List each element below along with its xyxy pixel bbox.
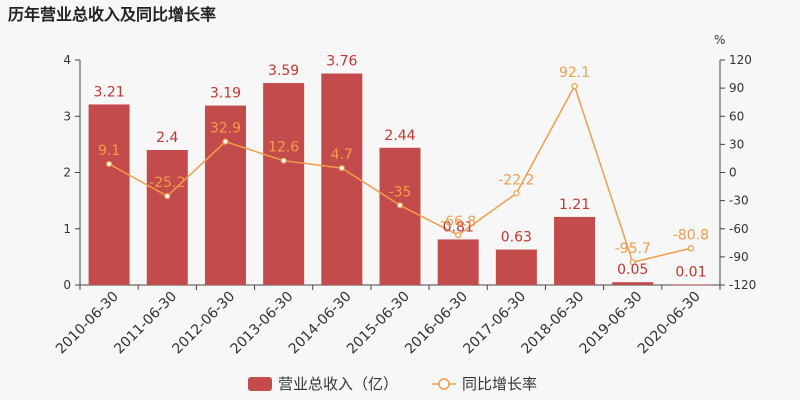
line-value-label: 92.1 [559, 65, 590, 81]
right-axis-tick-label: 60 [729, 109, 744, 123]
bar [495, 249, 537, 285]
line-value-label: 4.7 [331, 147, 353, 163]
bar-value-label: 0.63 [501, 230, 532, 246]
right-axis-unit: % [714, 33, 725, 47]
right-axis-tick-label: 90 [729, 81, 744, 95]
bar-series [88, 73, 712, 286]
x-axis-tick-label: 2020-06-30 [635, 289, 704, 358]
bar-value-label: 2.44 [384, 128, 415, 144]
line-value-label: -95.7 [615, 241, 651, 257]
legend-bar-swatch [248, 377, 272, 391]
left-axis-tick-label: 4 [63, 53, 71, 67]
data-labels: 3.21 2.4 3.19 3.59 3.76 2.44 0.81 0.63 1.21 0.05 0… [94, 54, 710, 281]
bar [379, 147, 421, 285]
line-point [455, 232, 462, 239]
bar-value-label: 0.81 [443, 219, 474, 235]
line-value-label: -35 [389, 184, 412, 200]
bar-value-label: 3.19 [210, 86, 241, 102]
legend-line-label: 同比增长率 [462, 375, 537, 393]
left-axis-tick-label: 0 [63, 278, 71, 292]
line-point [280, 157, 287, 164]
bar-value-label: 1.21 [559, 197, 590, 213]
line-point [513, 190, 520, 197]
right-axis-tick-label: -60 [729, 222, 749, 236]
line-series [105, 83, 695, 266]
bar [204, 105, 246, 285]
legend[interactable]: 营业总收入（亿） 同比增长率 [248, 375, 537, 393]
bar [321, 73, 363, 285]
bar-value-label: 3.21 [94, 84, 125, 100]
right-axis-tick-label: -90 [729, 250, 749, 264]
right-axis-tick-label: 0 [729, 166, 737, 180]
legend-bar-label: 营业总收入（亿） [278, 375, 398, 393]
line-point [396, 202, 404, 209]
bar-value-label: 3.59 [268, 63, 299, 79]
line-point [222, 138, 229, 145]
line-point [105, 160, 113, 168]
bar [670, 284, 712, 286]
line-point [164, 193, 171, 200]
left-axis-tick-label: 2 [63, 166, 71, 180]
line-value-label: -66.8 [440, 214, 476, 230]
line-point [338, 164, 345, 172]
line-point [629, 259, 636, 266]
right-axis-tick-label: 30 [729, 137, 744, 151]
bar [612, 282, 654, 285]
line-value-label: 9.1 [98, 143, 120, 159]
bar [437, 239, 479, 285]
line-value-label: -25.2 [149, 175, 185, 191]
bar-value-label: 0.05 [617, 262, 648, 278]
bar-value-label: 3.76 [326, 54, 357, 70]
line-point [687, 245, 695, 252]
x-axis-ticks: 2010-06-302011-06-302012-06-302013-06-30… [53, 289, 704, 358]
left-axis-tick-label: 1 [63, 222, 71, 236]
right-axis-tick-label: 120 [729, 53, 752, 67]
line-value-label: -22.2 [498, 172, 534, 188]
bar [88, 104, 130, 285]
bar-value-label: 0.01 [675, 264, 706, 280]
legend-line-marker [438, 378, 450, 390]
chart-title: 历年营业总收入及同比增长率 [8, 5, 216, 24]
left-axis-tick-label: 3 [63, 109, 71, 123]
right-axis-tick-label: -30 [729, 194, 749, 208]
line-point [571, 83, 578, 90]
bar [554, 216, 596, 285]
bar [263, 83, 305, 285]
right-axis-tick-label: -120 [729, 278, 756, 292]
line-value-label: 32.9 [210, 121, 241, 137]
line-value-label: -80.8 [673, 227, 709, 243]
bar [146, 150, 188, 285]
line-value-label: 12.6 [268, 140, 299, 156]
bar-value-label: 2.4 [156, 130, 178, 146]
